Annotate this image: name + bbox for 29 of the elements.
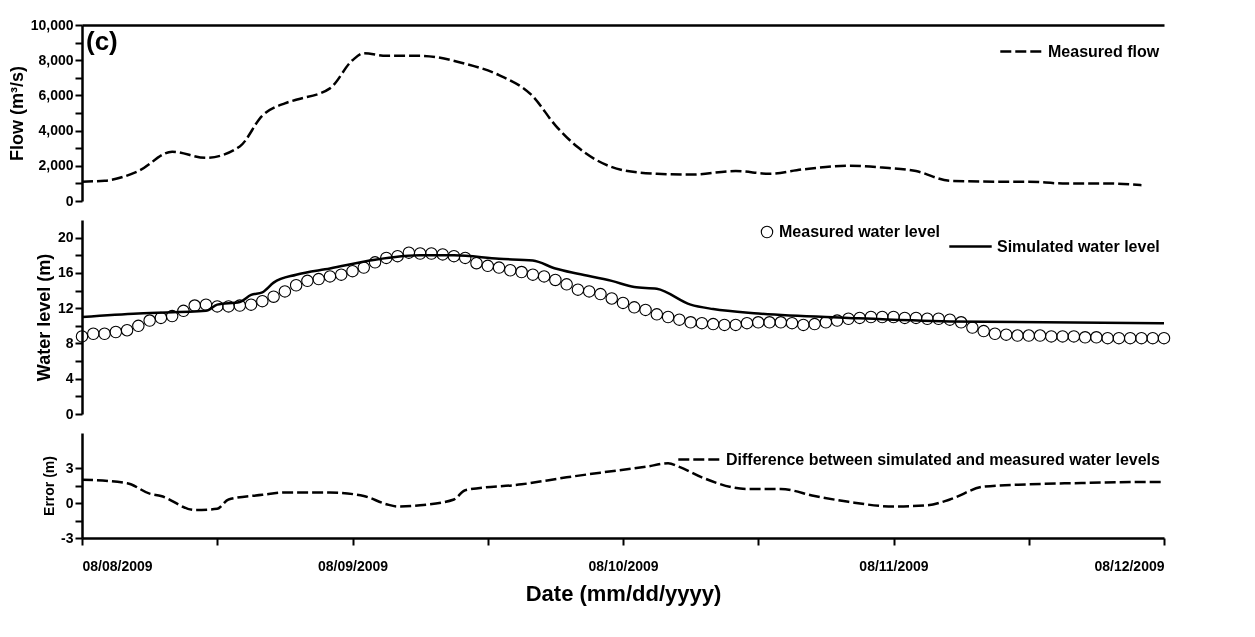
legend-label: Simulated water level (997, 237, 1160, 255)
annotation: (c) (86, 26, 118, 56)
legend-label: Measured flow (1048, 42, 1160, 60)
y-tick-label: 6,000 (38, 86, 74, 103)
y-tick-label: 20 (57, 229, 74, 246)
y-tick-label: 8 (65, 334, 74, 351)
y-tick-label: 10,000 (30, 16, 74, 33)
y-axis-title: Error (m) (41, 456, 58, 516)
y-tick-label: 0 (65, 192, 74, 209)
y-tick-label: 4 (65, 370, 74, 387)
x-tick-label: 08/10/2009 (588, 557, 659, 574)
x-tick-label: 08/08/2009 (82, 557, 153, 574)
y-tick-label: 0 (65, 494, 74, 511)
x-axis-title: Date (mm/dd/yyyy) (525, 580, 722, 606)
y-tick-label: 0 (65, 405, 74, 422)
x-tick-label: 08/12/2009 (1094, 557, 1165, 574)
y-tick-label: 12 (57, 299, 74, 316)
y-tick-label: 16 (57, 264, 74, 281)
y-tick-label: -3 (61, 529, 74, 546)
y-tick-label: 4,000 (38, 122, 74, 139)
legend-label: Measured water level (779, 223, 940, 240)
x-tick-label: 08/11/2009 (859, 557, 929, 574)
x-tick-label: 08/09/2009 (317, 557, 389, 574)
legend-label: Difference between simulated and measured water levels (726, 450, 1161, 468)
y-tick-label: 2,000 (38, 157, 74, 174)
y-axis-title: Flow (m³/s) (6, 66, 27, 161)
y-axis-title: Water level (m) (33, 253, 54, 382)
y-tick-label: 3 (65, 459, 74, 476)
y-tick-label: 8,000 (38, 51, 74, 68)
